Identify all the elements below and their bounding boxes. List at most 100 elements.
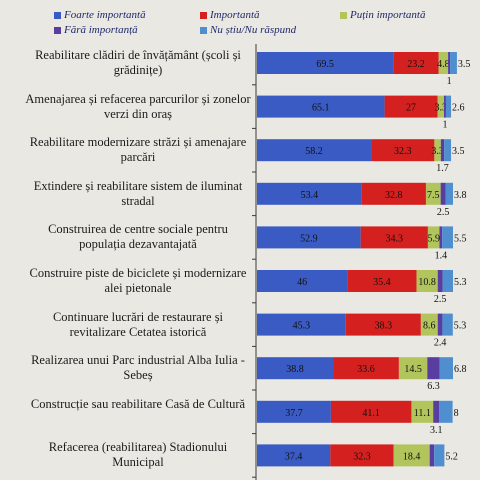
legend-swatch bbox=[54, 26, 61, 34]
bar-segment bbox=[439, 226, 443, 249]
category-label: Reabilitare modernizare străzi și amenaj… bbox=[29, 135, 247, 165]
bar-segment bbox=[361, 182, 426, 205]
data-label: 5.5 bbox=[454, 233, 467, 244]
bar-segment bbox=[257, 182, 362, 205]
bar-segment bbox=[445, 95, 452, 118]
bar-segment bbox=[330, 444, 394, 467]
data-label: 6.3 bbox=[427, 381, 440, 392]
data-label: 38.3 bbox=[375, 321, 393, 332]
bar-segment bbox=[445, 182, 453, 205]
bar-segment bbox=[257, 313, 346, 336]
legend-item: Fără importanță bbox=[54, 24, 138, 36]
legend-label: Puțin importantă bbox=[350, 9, 426, 21]
category-label: Reabilitare clădiri de învățământ (școli… bbox=[35, 48, 241, 77]
data-label: 32.3 bbox=[353, 451, 371, 462]
data-label: 5.9 bbox=[427, 233, 440, 244]
data-label: 1.4 bbox=[435, 250, 448, 261]
data-label: 53.4 bbox=[301, 190, 319, 201]
bar-segment bbox=[384, 95, 438, 118]
bar-segment bbox=[439, 400, 453, 423]
bar-segment bbox=[434, 139, 441, 162]
bar-segment bbox=[393, 444, 430, 467]
bar-segment bbox=[360, 226, 428, 249]
data-label: 1 bbox=[442, 120, 447, 131]
category-label: Extindere și reabilitare sistem de ilumi… bbox=[33, 178, 243, 208]
bar-segment bbox=[450, 52, 457, 74]
data-label: 3.5 bbox=[458, 59, 471, 70]
data-label: 37.4 bbox=[285, 451, 303, 462]
category-label: Construcție sau reabilitare Casă de Cult… bbox=[30, 396, 246, 411]
data-label: 69.5 bbox=[316, 59, 334, 70]
bar-segment bbox=[442, 226, 453, 249]
legend-item: Importantă bbox=[200, 9, 260, 21]
legend-item: Puțin importantă bbox=[340, 9, 425, 21]
bar-segment bbox=[257, 357, 334, 380]
bar-segment bbox=[437, 313, 443, 336]
category-label: Construire piste de biciclete și moderni… bbox=[29, 266, 247, 295]
bar-segment bbox=[433, 400, 440, 423]
bar-segment bbox=[371, 139, 435, 162]
data-label: 1 bbox=[447, 76, 452, 87]
data-label: 27 bbox=[406, 103, 416, 114]
bar-segment bbox=[398, 357, 428, 380]
legend-item: Nu știu/Nu răspund bbox=[200, 24, 296, 36]
bar-segment bbox=[440, 182, 446, 205]
bar-segment bbox=[257, 139, 372, 162]
data-label: 14.5 bbox=[404, 364, 422, 375]
data-label: 2.6 bbox=[452, 103, 465, 114]
category-label: Refacerea (reabilitarea) Stadionului Mun… bbox=[48, 440, 228, 470]
data-label: 7.5 bbox=[427, 190, 440, 201]
data-label: 46 bbox=[297, 277, 307, 288]
legend-swatch bbox=[200, 26, 207, 34]
data-label: 58.2 bbox=[305, 146, 323, 157]
legend-swatch bbox=[200, 11, 207, 19]
category-label: Continuare lucrări de restaurare și revi… bbox=[52, 309, 224, 339]
data-label: 3.5 bbox=[452, 146, 465, 157]
category-label: Construirea de centre sociale pentru pop… bbox=[48, 222, 228, 252]
bar-segment bbox=[257, 270, 348, 292]
data-label: 8 bbox=[454, 408, 459, 419]
data-label: 32.8 bbox=[385, 190, 403, 201]
bar-segment bbox=[257, 444, 331, 467]
legend-item: Foarte importantă bbox=[54, 9, 146, 21]
data-label: 32.3 bbox=[394, 146, 412, 157]
bar-segment bbox=[345, 313, 421, 336]
legend-swatch bbox=[54, 11, 61, 19]
data-label: 2.5 bbox=[434, 294, 447, 305]
data-label: 6.8 bbox=[454, 364, 467, 375]
data-label: 3.1 bbox=[430, 425, 443, 436]
data-label: 52.9 bbox=[300, 233, 318, 244]
data-label: 2.4 bbox=[434, 338, 447, 349]
data-label: 37.7 bbox=[285, 408, 303, 419]
bar-segment bbox=[393, 52, 439, 74]
bar-segment bbox=[333, 357, 399, 380]
bar-segment bbox=[427, 357, 440, 380]
data-label: 65.1 bbox=[312, 103, 330, 114]
bar-segment bbox=[257, 52, 394, 74]
data-label: 5.3 bbox=[454, 277, 467, 288]
data-label: 41.1 bbox=[362, 408, 380, 419]
bar-segment bbox=[434, 444, 445, 467]
data-label: 11.1 bbox=[414, 408, 431, 419]
data-label: 1.7 bbox=[436, 163, 449, 174]
data-label: 38.8 bbox=[286, 364, 304, 375]
bar-segment bbox=[420, 313, 438, 336]
bar-segment bbox=[439, 357, 453, 380]
bar-segment bbox=[257, 226, 361, 249]
bar-segment bbox=[425, 182, 441, 205]
bar-segment bbox=[444, 139, 452, 162]
data-label: 3.8 bbox=[454, 190, 467, 201]
data-label: 34.3 bbox=[386, 233, 404, 244]
category-label: Realizarea unui Parc industrial Alba Iul… bbox=[31, 353, 245, 383]
bar-segment bbox=[437, 95, 444, 118]
legend-label: Importantă bbox=[210, 9, 260, 21]
data-label: 2.5 bbox=[437, 207, 450, 218]
bar-segment bbox=[257, 95, 385, 118]
legend-label: Nu știu/Nu răspund bbox=[210, 24, 297, 36]
bar-segment bbox=[448, 52, 451, 74]
legend-label: Foarte importantă bbox=[64, 9, 146, 21]
bar-segment bbox=[442, 270, 453, 292]
bar-segment bbox=[330, 400, 412, 423]
